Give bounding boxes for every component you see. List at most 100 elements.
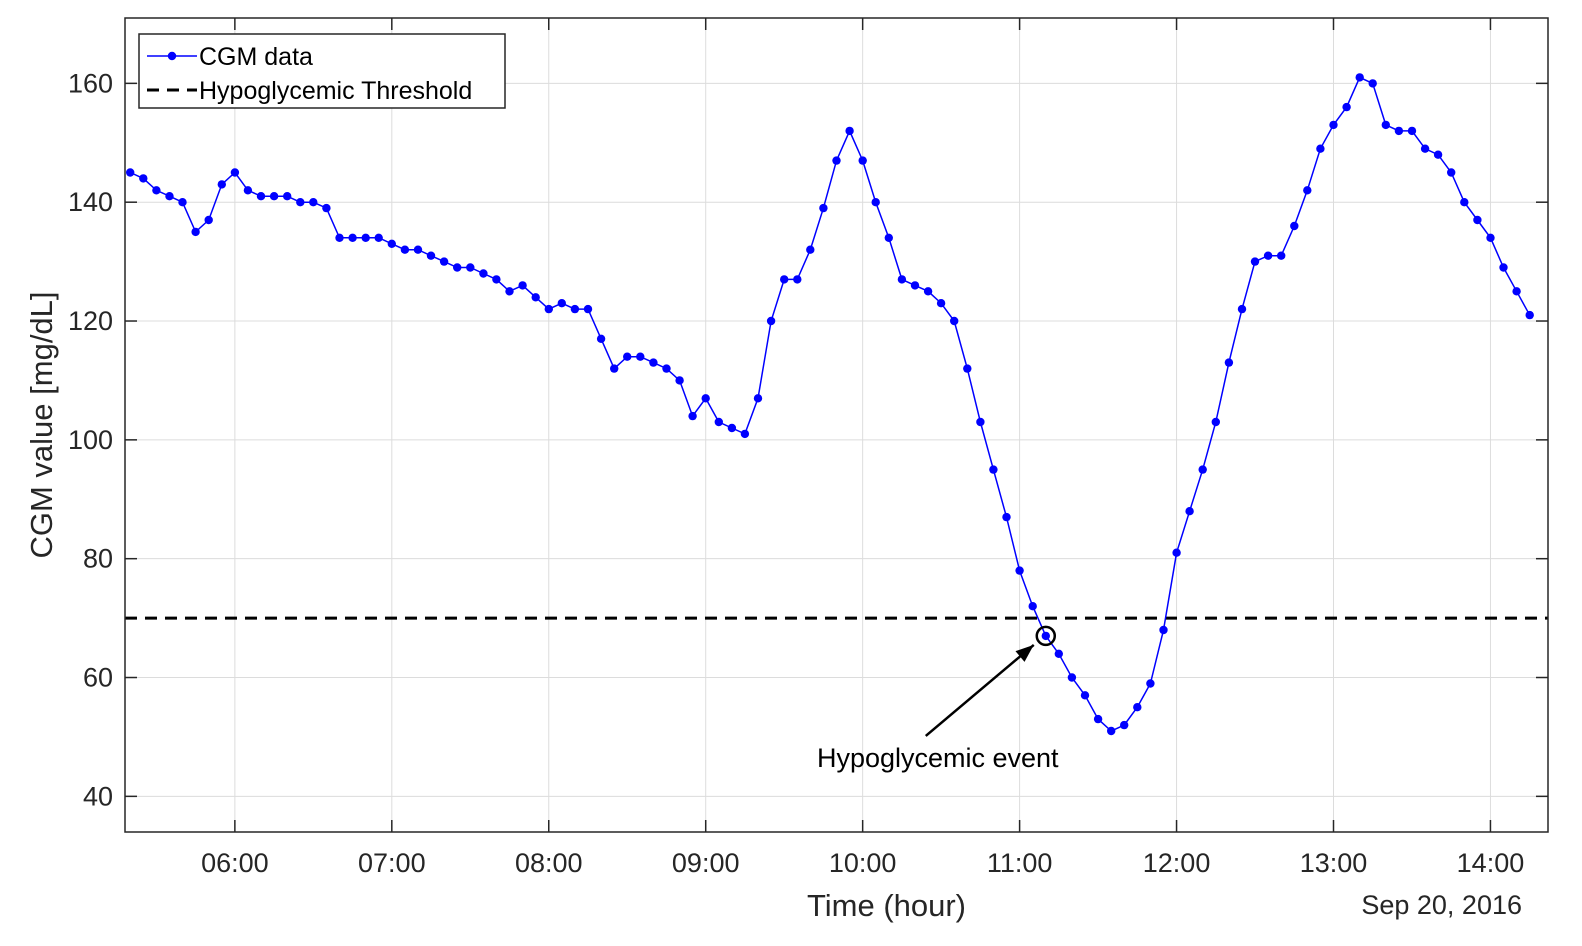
cgm-point <box>387 239 396 248</box>
legend: CGM data Hypoglycemic Threshold <box>138 33 506 109</box>
y-tick-label: 60 <box>83 663 113 693</box>
cgm-point <box>688 411 697 421</box>
cgm-point <box>1237 304 1247 314</box>
legend-label-cgm: CGM data <box>199 43 313 71</box>
cgm-point <box>1028 602 1037 611</box>
cgm-point <box>950 316 959 326</box>
x-axis-ticks: 06:00 07:00 08:00 09:00 10:00 11:00 12:00 13:00… <box>201 18 1524 878</box>
cgm-point <box>819 203 828 213</box>
y-axis-ticks: 40 60 80 100 120 140 160 <box>68 68 1548 811</box>
cgm-point <box>361 233 370 242</box>
cgm-point <box>1250 257 1260 266</box>
cgm-point <box>910 281 920 290</box>
cgm-point <box>963 364 972 373</box>
cgm-point <box>1368 79 1377 88</box>
cgm-point <box>753 394 763 403</box>
cgm-point <box>766 316 776 326</box>
cgm-point <box>1198 465 1207 474</box>
legend-box <box>138 33 506 109</box>
cgm-point <box>570 304 580 314</box>
cgm-point <box>374 233 383 242</box>
cgm-point <box>413 245 423 254</box>
cgm-point <box>1080 691 1090 700</box>
cgm-point <box>152 186 161 195</box>
legend-label-threshold: Hypoglycemic Threshold <box>199 77 472 105</box>
x-tick-label: 14:00 <box>1457 848 1525 878</box>
cgm-point <box>439 257 449 266</box>
cgm-point <box>1342 102 1351 112</box>
x-tick-label: 13:00 <box>1300 848 1368 878</box>
cgm-point <box>701 394 710 403</box>
cgm-point <box>1093 714 1103 724</box>
cgm-point <box>596 334 606 343</box>
cgm-point <box>583 304 593 314</box>
y-tick-label: 80 <box>83 544 113 574</box>
cgm-point <box>675 376 684 385</box>
cgm-point <box>793 275 802 284</box>
cgm-point <box>505 287 514 296</box>
cgm-point <box>139 174 148 183</box>
cgm-point <box>1054 649 1064 658</box>
cgm-point <box>1433 150 1443 159</box>
cgm-point <box>1002 512 1011 522</box>
x-tick-label: 08:00 <box>515 848 583 878</box>
x-tick-label: 12:00 <box>1143 848 1211 878</box>
cgm-point <box>309 198 318 207</box>
cgm-point <box>453 263 462 272</box>
cgm-point <box>256 192 266 201</box>
cgm-point <box>479 269 488 278</box>
cgm-point <box>426 251 436 260</box>
cgm-point <box>1263 251 1273 260</box>
cgm-point <box>1041 631 1051 641</box>
cgm-point <box>832 156 841 165</box>
grid-lines <box>125 18 1548 832</box>
cgm-point <box>492 275 501 284</box>
cgm-point <box>1473 215 1482 225</box>
cgm-point <box>400 245 410 254</box>
cgm-point <box>243 186 253 195</box>
cgm-point <box>335 233 344 242</box>
cgm-point <box>806 245 815 254</box>
cgm-point <box>845 126 854 136</box>
cgm-point <box>936 299 946 308</box>
cgm-point <box>322 203 331 213</box>
cgm-point <box>1329 120 1338 130</box>
x-tick-label: 11:00 <box>987 848 1053 878</box>
cgm-point <box>1107 726 1116 736</box>
plot-area-frame <box>124 17 1549 833</box>
cgm-point <box>1211 417 1221 427</box>
y-tick-label: 100 <box>68 425 113 455</box>
cgm-point <box>623 352 632 361</box>
x-tick-label: 09:00 <box>672 848 740 878</box>
cgm-point <box>1303 186 1312 195</box>
cgm-point <box>884 233 893 242</box>
cgm-point <box>466 263 475 272</box>
cgm-point <box>1146 679 1155 688</box>
cgm-point <box>191 227 200 237</box>
cgm-point <box>1277 251 1286 260</box>
date-label: Sep 20, 2016 <box>1361 890 1522 920</box>
cgm-point <box>780 275 789 284</box>
cgm-point <box>1067 673 1077 682</box>
cgm-point <box>923 287 933 296</box>
y-tick-label: 120 <box>68 306 113 336</box>
x-axis-label: Time (hour) <box>807 888 966 923</box>
cgm-point <box>1512 287 1521 296</box>
cgm-point <box>217 180 226 189</box>
cgm-point <box>1486 233 1495 242</box>
cgm-point <box>178 198 187 207</box>
cgm-point <box>1290 221 1299 231</box>
cgm-point <box>1316 144 1325 153</box>
cgm-point <box>1172 548 1181 557</box>
event-arrow <box>924 643 1035 737</box>
cgm-point <box>1159 625 1168 635</box>
cgm-point <box>1133 703 1142 712</box>
cgm-point <box>283 192 292 201</box>
cgm-point <box>1525 310 1534 320</box>
cgm-point <box>1185 507 1194 516</box>
cgm-point <box>296 198 305 207</box>
cgm-point <box>204 215 213 225</box>
y-tick-label: 160 <box>68 68 113 98</box>
cgm-point <box>165 192 174 201</box>
